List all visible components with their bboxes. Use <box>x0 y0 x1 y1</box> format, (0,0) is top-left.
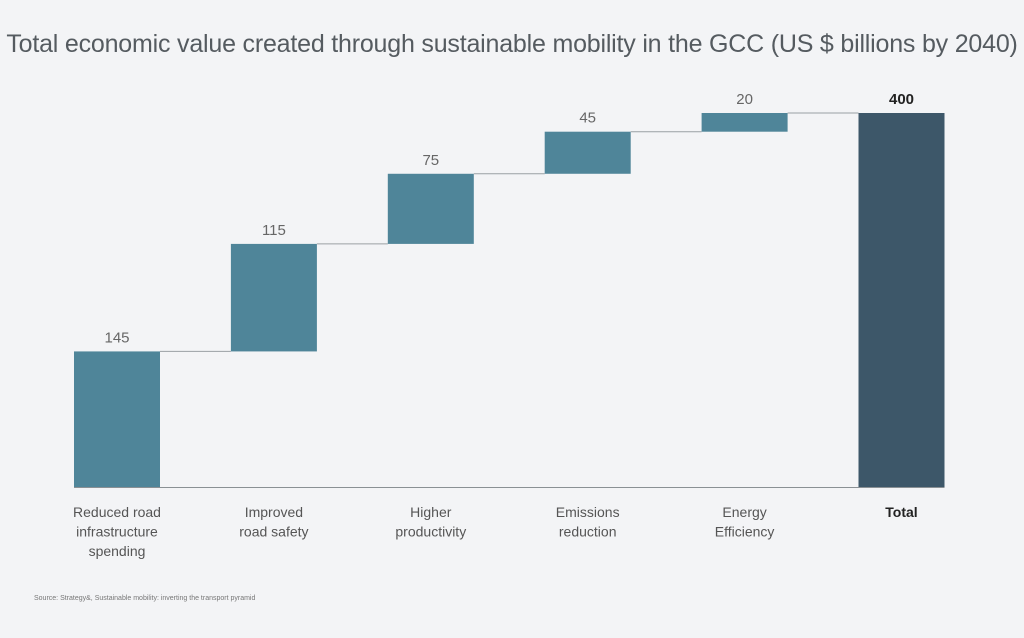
bar <box>230 243 317 352</box>
bar <box>544 131 631 174</box>
bar <box>387 173 474 244</box>
category-label: Higher productivity <box>395 504 466 540</box>
data-label: 400 <box>889 91 914 108</box>
bar <box>701 113 788 132</box>
data-label: 115 <box>262 222 286 239</box>
source-note: Source: Strategy&, Sustainable mobility:… <box>34 595 256 602</box>
data-label: 45 <box>579 110 596 127</box>
category-label: Reduced road infrastructure spending <box>73 504 161 559</box>
category-label: Emissions reduction <box>556 504 620 540</box>
bar <box>74 351 160 487</box>
data-label: 20 <box>736 91 753 108</box>
bar <box>858 113 945 487</box>
category-label: Total <box>885 504 917 520</box>
chart-title: Total economic value created through sus… <box>6 30 1018 58</box>
data-label: 75 <box>422 152 439 169</box>
category-label: Energy Efficiency <box>715 504 775 540</box>
data-label: 145 <box>104 329 129 346</box>
category-label: Improved road safety <box>239 504 308 540</box>
